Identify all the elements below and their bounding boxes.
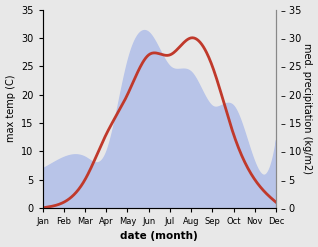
Y-axis label: med. precipitation (kg/m2): med. precipitation (kg/m2) [302, 43, 313, 174]
X-axis label: date (month): date (month) [121, 231, 198, 242]
Y-axis label: max temp (C): max temp (C) [5, 75, 16, 143]
